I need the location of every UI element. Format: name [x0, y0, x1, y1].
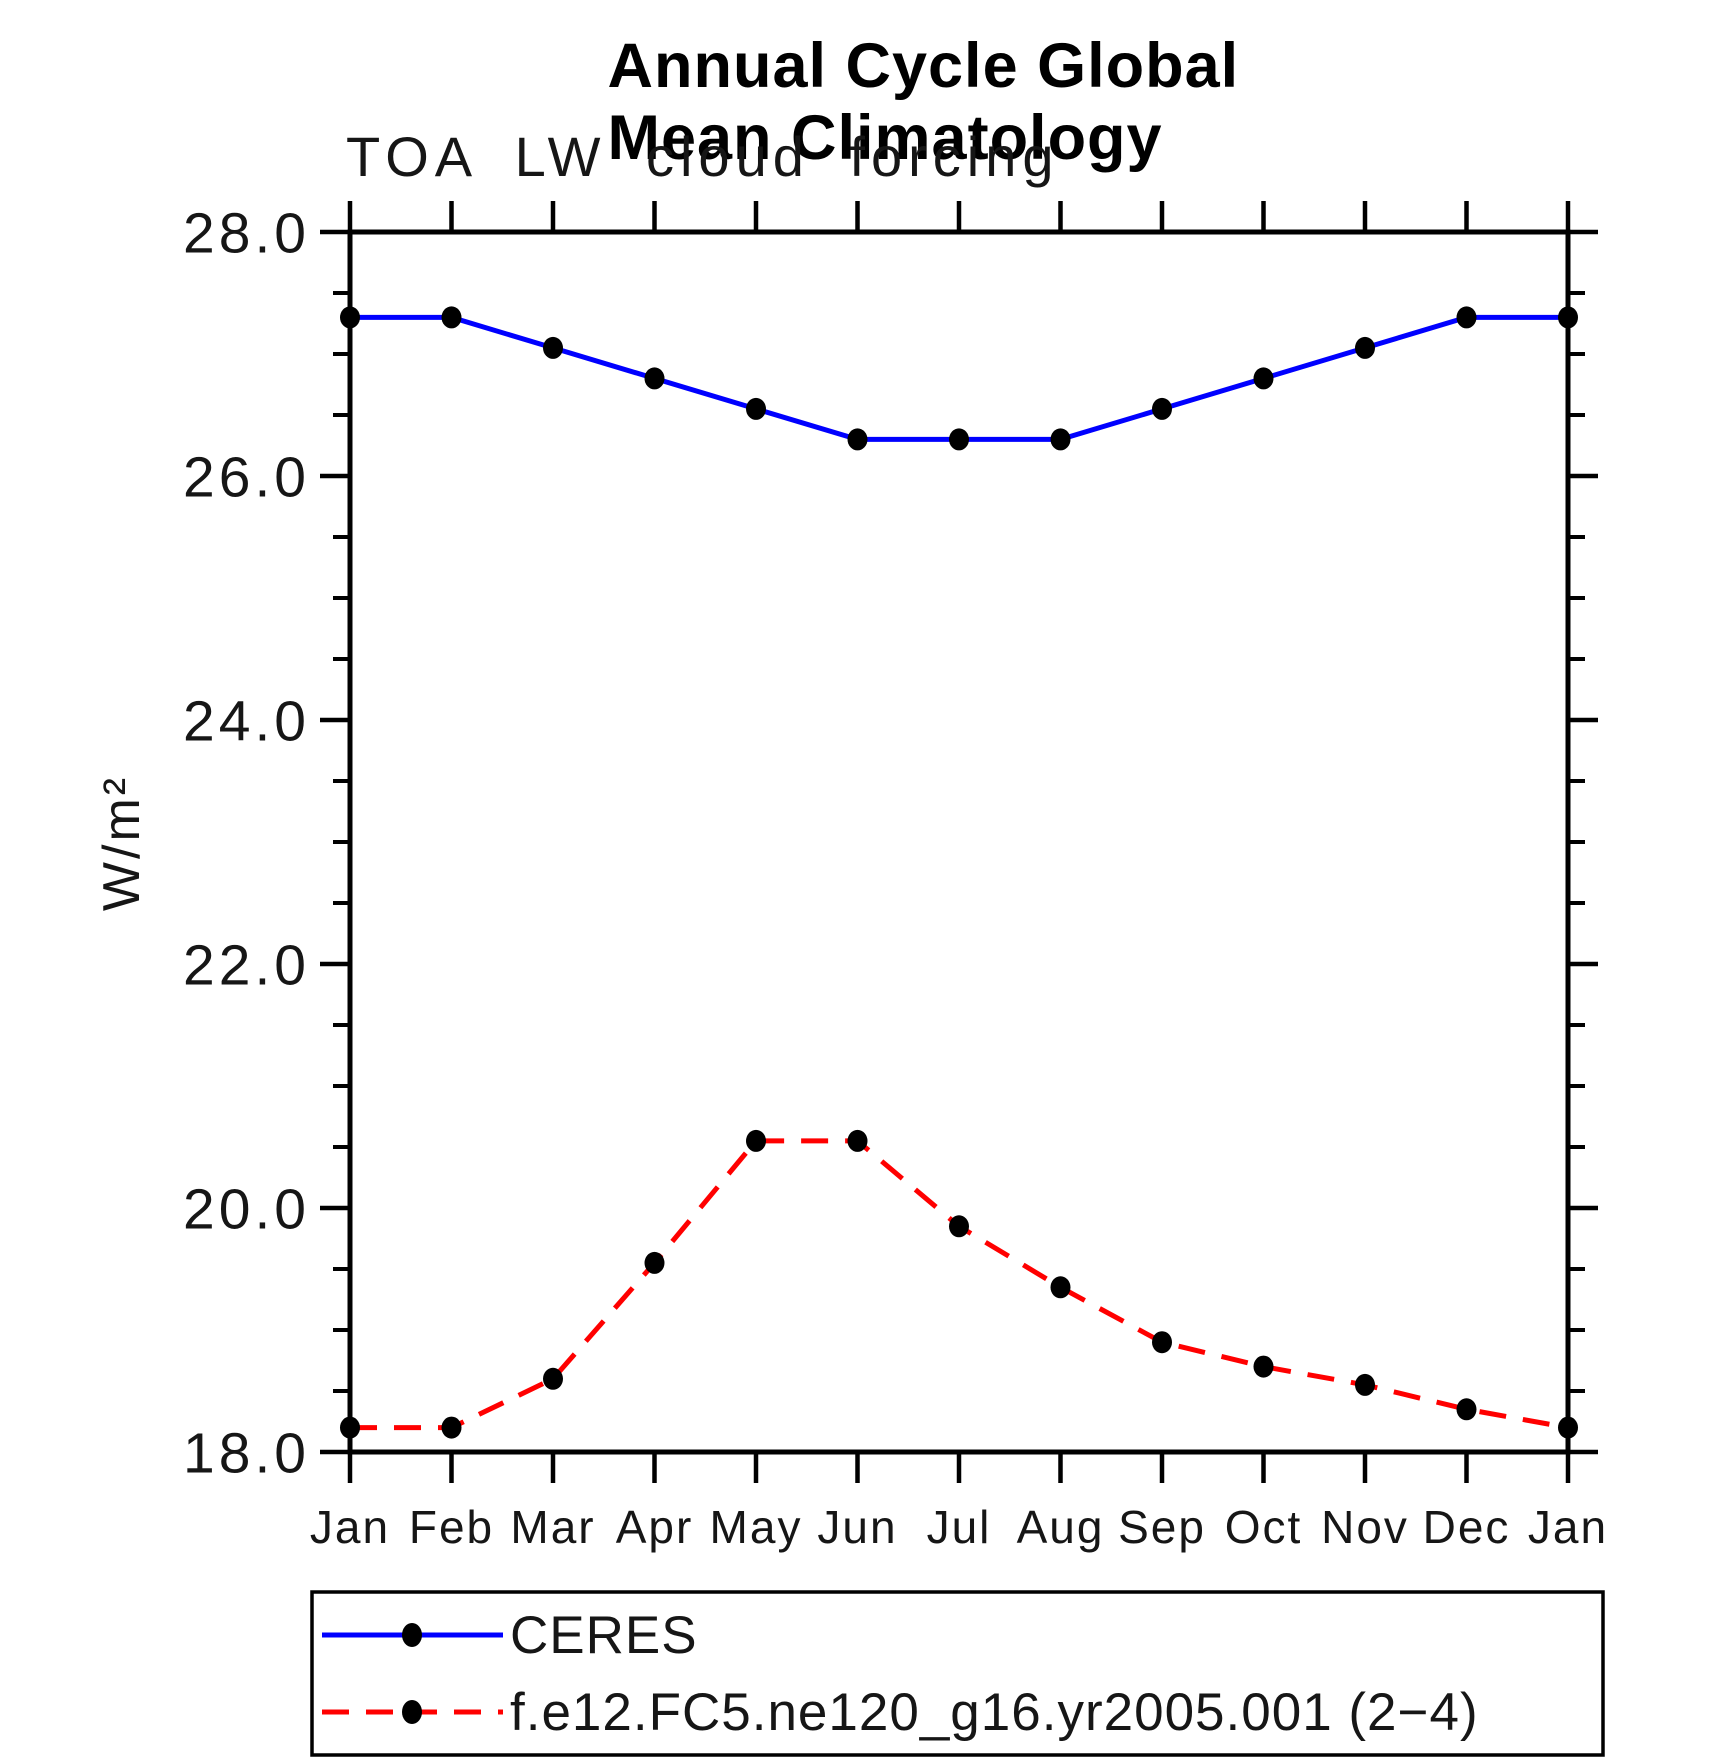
x-tick-label: Oct: [1225, 1501, 1303, 1553]
data-point-marker: [746, 1129, 766, 1152]
x-tick-label: Apr: [616, 1501, 694, 1553]
y-tick-label: 26.0: [183, 446, 310, 510]
x-tick-label: Jul: [927, 1501, 992, 1553]
x-tick-label: May: [710, 1501, 803, 1553]
data-point-marker: [644, 1251, 665, 1274]
series-line-model: [350, 1138, 1569, 1431]
y-tick-label: 20.0: [183, 1178, 310, 1242]
x-tick-label: Jan: [1528, 1501, 1608, 1553]
legend-label: f.e12.FC5.ne120_g16.yr2005.001 (2−4): [510, 1683, 1479, 1742]
x-tick-label: Feb: [409, 1501, 494, 1553]
data-point-marker: [441, 1416, 462, 1439]
chart-subtitle: TOA LW cloud forcing: [346, 125, 1060, 188]
data-point-marker: [1253, 1355, 1274, 1378]
x-tick-label: Sep: [1118, 1501, 1206, 1553]
x-tick-label: Mar: [510, 1501, 595, 1553]
legend-box: [310, 1590, 1605, 1757]
plot-frame: [347, 229, 1571, 1455]
data-point-marker: [1558, 1416, 1578, 1439]
y-tick-label: 18.0: [183, 1422, 310, 1486]
y-tick-label: 24.0: [183, 690, 310, 754]
data-point-marker: [1355, 336, 1375, 359]
data-point-marker: [1050, 428, 1071, 451]
data-point-marker: [1152, 1331, 1172, 1354]
data-point-marker: [441, 306, 462, 329]
x-tick-label: Dec: [1423, 1501, 1511, 1553]
data-point-marker: [949, 1215, 969, 1238]
data-point-marker: [644, 367, 665, 390]
x-tick-label: Jan: [310, 1501, 390, 1553]
x-tick-label: Aug: [1017, 1501, 1105, 1553]
data-point-marker: [847, 1129, 868, 1152]
legend-label: CERES: [510, 1606, 698, 1665]
data-point-marker: [543, 1367, 563, 1390]
data-point-marker: [1050, 1276, 1071, 1299]
data-point-marker: [847, 428, 868, 451]
y-tick-label: 28.0: [183, 202, 310, 266]
data-point-marker: [746, 397, 766, 420]
data-point-marker: [340, 1416, 360, 1439]
x-tick-label: Jun: [817, 1501, 897, 1553]
data-point-marker: [1152, 397, 1172, 420]
data-point-marker: [949, 428, 969, 451]
chart-title: Annual Cycle Global Mean Climatology: [607, 31, 1240, 173]
data-point-marker: [1558, 306, 1578, 329]
legend-marker: [402, 1700, 422, 1724]
data-point-marker: [340, 306, 360, 329]
data-point-marker: [1456, 1398, 1477, 1421]
data-point-marker: [1355, 1373, 1375, 1396]
x-tick-label: Nov: [1321, 1501, 1409, 1553]
legend-marker: [402, 1623, 422, 1647]
data-point-marker: [543, 336, 563, 359]
data-point-marker: [1456, 306, 1477, 329]
data-point-marker: [1253, 367, 1274, 390]
series-line-obs: [350, 314, 1568, 442]
y-tick-label: 22.0: [183, 934, 310, 998]
